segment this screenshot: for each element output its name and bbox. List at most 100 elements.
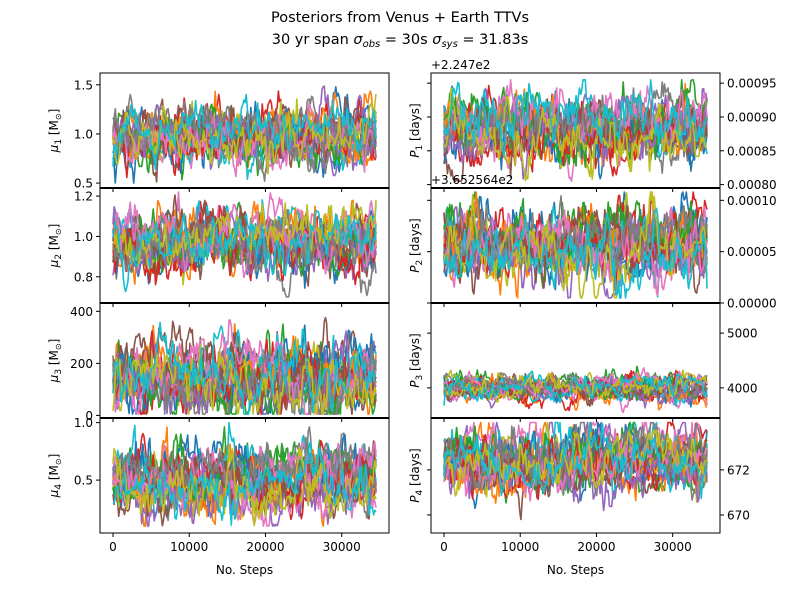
walker-trace-line <box>443 207 708 299</box>
y-label-unit-subscript: ⊙ <box>54 458 63 465</box>
walker-traces <box>443 79 708 182</box>
x-tick-label: 20000 <box>246 540 284 554</box>
y-tick-label: 0.5 <box>74 474 93 488</box>
panel-mu2: 0.8 1.0 1.2 μ2 [M⊙] <box>47 187 390 307</box>
walker-trace-line <box>112 327 377 415</box>
y-tick-label: 400 <box>70 305 93 319</box>
y-label-unit-end: ] <box>47 224 61 229</box>
walker-traces <box>443 421 708 521</box>
figure-title-line1: Posteriors from Venus + Earth TTVs <box>271 10 529 26</box>
y-label-symbol: μ <box>47 374 61 383</box>
y-label-unit: [days] <box>408 218 422 260</box>
y-label-unit: [M <box>47 350 61 369</box>
walker-traces <box>112 191 377 298</box>
y-tick-label: 0.00085 <box>727 144 777 158</box>
walker-traces <box>112 421 377 527</box>
title-sigma-sys-sub: sys <box>441 39 457 50</box>
title-sys-value: = 31.83s <box>458 32 528 48</box>
x-axis-label: No. Steps <box>547 563 604 577</box>
y-tick-label: 0.00095 <box>727 77 777 91</box>
walker-trace-line <box>443 429 708 497</box>
trace-panels: 0.51.01.5μ1 [M⊙]0.000800.000850.000900.0… <box>47 58 777 577</box>
walker-trace-line <box>112 209 377 293</box>
y-tick-label: 0.00000 <box>727 297 777 311</box>
y-label-unit: [M <box>47 465 61 484</box>
walker-trace-line <box>443 370 708 404</box>
y-label-subscript: 3 <box>415 375 425 381</box>
y-tick-label: 0.00080 <box>727 178 777 192</box>
y-offset-label: +2.247e2 <box>431 58 490 72</box>
y-offset-label: +3.652564e2 <box>431 173 513 187</box>
y-label-symbol: P <box>408 495 422 503</box>
y-label-subscript: 1 <box>54 139 64 145</box>
y-tick-label: 1.0 <box>74 416 93 430</box>
title-sigma-sys: σ <box>432 32 442 48</box>
y-tick-label: 1.0 <box>74 230 93 244</box>
y-tick-label: 0 <box>85 409 93 423</box>
y-axis-label: P4 [days] <box>408 448 425 503</box>
y-tick-label: 672 <box>727 463 750 477</box>
y-tick-label: 0.5 <box>74 177 93 191</box>
y-tick-label: 1.0 <box>74 127 93 141</box>
y-label-unit-end: ] <box>47 339 61 344</box>
y-label-unit-end: ] <box>47 454 61 459</box>
x-axis-label: No. Steps <box>216 563 273 577</box>
y-label-unit: [days] <box>408 333 422 375</box>
walker-trace-line <box>443 205 708 273</box>
y-axis-label: μ1 [M⊙] <box>47 109 64 154</box>
y-tick-label: 4000 <box>727 381 758 395</box>
y-label-unit-end: ] <box>47 109 61 114</box>
y-axis-label: P1 [days] <box>408 103 425 158</box>
y-label-symbol: μ <box>47 259 61 268</box>
title-sigma-obs-sub: obs <box>363 39 381 50</box>
y-label-symbol: μ <box>47 144 61 153</box>
x-tick-label: 30000 <box>654 540 692 554</box>
walker-trace-line <box>112 199 377 266</box>
y-tick-label: 0.00005 <box>727 245 777 259</box>
title-obs-value: = 30s <box>380 32 432 48</box>
walker-trace-line <box>112 441 377 519</box>
y-axis-label: P2 [days] <box>408 218 425 273</box>
y-tick-label: 0.00090 <box>727 110 777 124</box>
walker-trace-line <box>443 79 708 168</box>
y-label-unit-subscript: ⊙ <box>54 113 63 120</box>
title-span-prefix: 30 yr span <box>272 32 354 48</box>
y-label-symbol: μ <box>47 489 61 498</box>
y-label-subscript: 1 <box>415 145 425 151</box>
panel-mu4: 0.5 1.0 0 10000 20000 30000 μ4 [M⊙] No. Steps <box>47 416 390 577</box>
y-label-subscript: 4 <box>54 484 64 490</box>
y-tick-label: 1.5 <box>74 78 93 92</box>
x-tick-label: 30000 <box>323 540 361 554</box>
y-label-unit: [days] <box>408 448 422 490</box>
x-tick-label: 10000 <box>501 540 539 554</box>
y-axis-label: μ2 [M⊙] <box>47 224 64 269</box>
panel-P2: 0.00000 0.00005 0.00010 +3.652564e2 P2 [days… <box>408 173 777 311</box>
x-tick-label: 0 <box>109 540 117 554</box>
y-label-unit: [M <box>47 120 61 139</box>
y-label-symbol: P <box>408 150 422 158</box>
walker-trace-line <box>443 79 708 158</box>
walker-trace-line <box>112 209 377 274</box>
x-tick-label: 20000 <box>577 540 615 554</box>
walker-trace-line <box>112 93 377 171</box>
y-label-unit: [M <box>47 235 61 254</box>
walker-trace-line <box>112 453 377 527</box>
y-tick-label: 670 <box>727 508 750 522</box>
walker-trace-line <box>112 441 377 526</box>
y-axis-label: P3 [days] <box>408 333 425 388</box>
y-label-unit-subscript: ⊙ <box>54 343 63 350</box>
y-label-symbol: P <box>408 380 422 388</box>
walker-traces <box>112 85 377 184</box>
panel-P4: 670 672 0 10000 20000 30000 P4 [days] No. Steps <box>408 417 750 577</box>
walker-trace-line <box>443 422 708 500</box>
y-label-subscript: 3 <box>54 369 64 375</box>
walker-traces <box>443 191 708 299</box>
y-label-subscript: 2 <box>54 254 64 260</box>
y-tick-label: 5000 <box>727 327 758 341</box>
x-tick-label: 0 <box>440 540 448 554</box>
walker-trace-line <box>112 349 377 415</box>
y-tick-label: 1.2 <box>74 190 93 204</box>
y-axis-label: μ3 [M⊙] <box>47 339 64 384</box>
figure-title-line2: 30 yr span σobs = 30s σsys = 31.83s <box>272 32 529 50</box>
